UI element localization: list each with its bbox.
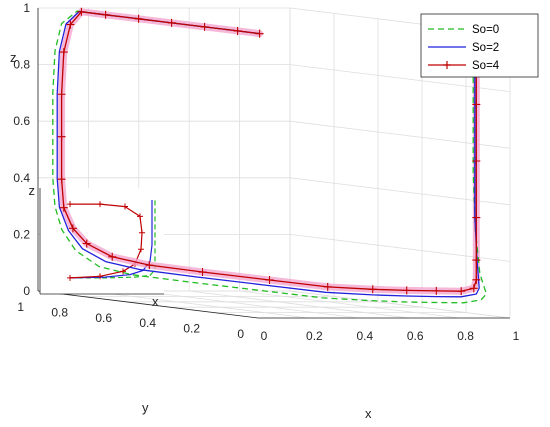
marker-so4-11 <box>57 175 66 184</box>
y-axis-line <box>37 290 259 319</box>
inset-marker-so4 <box>138 246 144 253</box>
marker-so4-7 <box>66 20 75 29</box>
y-tick-label: 0.2 <box>183 322 200 336</box>
x-tick-label: 0.6 <box>407 329 424 343</box>
y-tick-label: 0.8 <box>51 305 68 319</box>
series-layer <box>52 7 488 304</box>
marker-so4-6 <box>77 7 86 16</box>
inset-marker-so4 <box>139 229 145 236</box>
marker-so4-23 <box>457 287 466 296</box>
x-tick-label: 0.8 <box>457 329 474 343</box>
marker-so4-17 <box>198 268 207 277</box>
inset-marker-so4 <box>137 213 143 220</box>
x-tick-label: 0.4 <box>356 329 373 343</box>
marker-so4-28 <box>472 157 481 165</box>
marker-so4-25 <box>472 275 481 284</box>
tick-labels: 0 0.2 0.4 0.6 0.8 1 0 0.2 0.4 0.6 0.8 1 0 0.2 0.4 0.6 0.… <box>13 1 519 343</box>
floor-gridline-x-2 <box>138 290 359 319</box>
marker-so4-18 <box>265 275 274 284</box>
y-tick-label: 1 <box>17 300 24 314</box>
inset-series-so0 <box>70 200 156 279</box>
marker-so4-8 <box>59 48 68 57</box>
inset-series-so4 <box>69 203 143 279</box>
x-axis-label: x <box>365 406 372 421</box>
inset-z-label: z <box>29 183 36 198</box>
marker-so4-2 <box>200 22 209 31</box>
marker-so4-26 <box>472 256 481 265</box>
inset-x-label: x <box>152 294 159 309</box>
inset-marker-so4 <box>67 201 73 208</box>
z-tick-label: 0.2 <box>13 227 30 241</box>
z-tick-label: 0 <box>23 284 30 298</box>
y-tick-label: 0.6 <box>95 311 112 325</box>
marker-so4-16 <box>145 261 154 270</box>
marker-so4-12 <box>59 203 68 212</box>
marker-so4-9 <box>57 90 66 99</box>
legend-label-so4: So=4 <box>472 60 500 72</box>
marker-so4-10 <box>57 132 66 141</box>
marker-so4-20 <box>368 285 377 294</box>
marker-so4-24 <box>469 284 478 293</box>
x-tick-label: 0 <box>261 329 268 343</box>
y-axis-label: y <box>142 400 149 415</box>
marker-so4-15 <box>108 252 117 261</box>
marker-so4-27 <box>472 213 481 222</box>
floor-gridline-x-3 <box>189 290 410 319</box>
inset-marker-so4 <box>97 273 103 280</box>
marker-so4-13 <box>68 224 77 233</box>
inset-marker-so4 <box>120 268 126 275</box>
marker-so4-3 <box>167 18 176 27</box>
marker-so4-19 <box>323 282 332 291</box>
inset-marker-so4 <box>67 274 73 281</box>
marker-so4-5 <box>101 10 110 19</box>
marker-so4-21 <box>402 286 411 295</box>
legend-label-so0: So=0 <box>472 24 499 36</box>
marker-so4-0 <box>255 29 264 38</box>
z-tick-label: 0.6 <box>13 114 30 128</box>
wall-x-gridline-z-0 <box>289 290 511 319</box>
marker-so4-22 <box>432 286 441 295</box>
z-tick-label: 1 <box>23 1 30 15</box>
inset-marker-so4 <box>122 203 128 210</box>
series-line-so0 <box>52 10 488 304</box>
marker-so4-1 <box>233 26 242 35</box>
x-tick-label: 0.2 <box>306 329 323 343</box>
z-axis-label: z <box>10 50 17 65</box>
floor-gridline-x-1 <box>88 290 309 319</box>
legend-box <box>420 13 539 78</box>
y-tick-label: 0.4 <box>139 316 156 330</box>
floor-gridline-x-4 <box>239 290 460 319</box>
marker-so4-29 <box>472 100 481 109</box>
marker-so4-14 <box>82 239 91 248</box>
x-tick-label: 1 <box>513 329 520 343</box>
inset-marker-so4 <box>97 201 103 208</box>
y-tick-label: 0 <box>237 327 244 341</box>
legend: So=0 So=2 So=4 <box>420 13 539 78</box>
axis-layer <box>37 8 510 319</box>
z-tick-label: 0.8 <box>13 58 30 72</box>
legend-label-so2: So=2 <box>472 42 499 54</box>
legend-marker-so4 <box>443 61 451 69</box>
z-tick-label: 0.4 <box>13 171 30 185</box>
marker-so4-4 <box>134 14 143 23</box>
